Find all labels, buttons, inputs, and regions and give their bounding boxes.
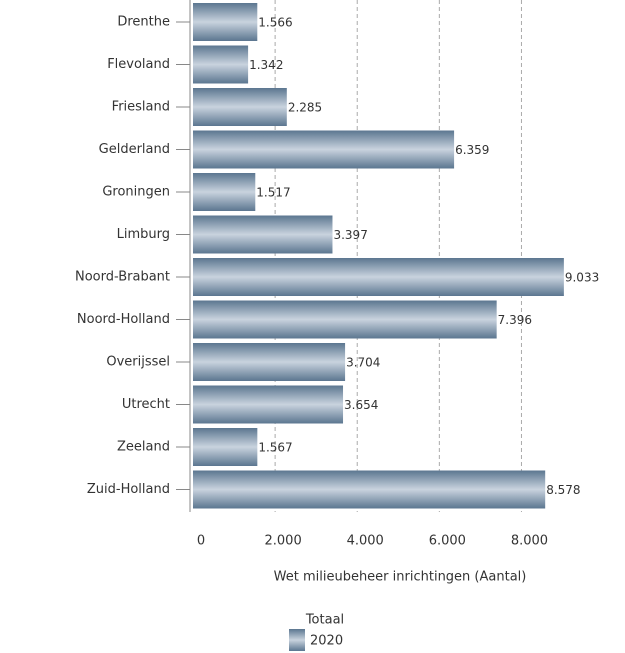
x-tick-label: 6.000 xyxy=(429,534,466,549)
y-tick-label: Zuid-Holland xyxy=(87,482,170,497)
bar xyxy=(193,470,546,509)
bar xyxy=(193,45,249,84)
y-tick-label: Overijssel xyxy=(106,355,170,370)
x-tick-label: 2.000 xyxy=(265,534,302,549)
value-label: 8.578 xyxy=(546,483,580,497)
value-label: 1.517 xyxy=(256,186,290,200)
y-tick-label: Flevoland xyxy=(107,57,170,72)
value-label: 6.359 xyxy=(455,143,489,157)
value-label: 9.033 xyxy=(565,271,599,285)
y-tick-label: Friesland xyxy=(112,100,170,115)
y-tick-label: Gelderland xyxy=(99,142,170,157)
value-label: 3.654 xyxy=(344,398,378,412)
y-tick-label: Utrecht xyxy=(122,397,170,412)
bar xyxy=(193,428,258,466)
value-label: 2.285 xyxy=(288,101,322,115)
y-tick-label: Zeeland xyxy=(117,440,170,455)
x-tick-label: 8.000 xyxy=(511,534,548,549)
bar xyxy=(193,385,344,424)
bar xyxy=(193,300,497,339)
bar xyxy=(193,130,455,169)
value-label: 3.397 xyxy=(333,228,367,242)
legend-label: 2020 xyxy=(310,634,343,649)
x-tick-label: 4.000 xyxy=(347,534,384,549)
bar xyxy=(193,173,256,211)
bar xyxy=(193,215,333,254)
y-tick-label: Groningen xyxy=(102,185,170,200)
y-tick-label: Limburg xyxy=(117,227,170,242)
value-label: 3.704 xyxy=(346,356,380,370)
bar xyxy=(193,88,287,126)
bar xyxy=(193,3,258,41)
x-tick-label: 0 xyxy=(197,534,205,549)
value-label: 1.342 xyxy=(249,58,283,72)
legend-title: Totaal xyxy=(305,613,344,628)
value-label: 1.567 xyxy=(258,441,292,455)
value-label: 1.566 xyxy=(258,16,292,30)
y-tick-label: Noord-Brabant xyxy=(75,270,170,285)
legend-swatch xyxy=(289,629,305,651)
x-axis-label: Wet milieubeheer inrichtingen (Aantal) xyxy=(274,570,527,585)
y-tick-label: Drenthe xyxy=(117,15,170,30)
y-tick-label: Noord-Holland xyxy=(77,312,170,327)
bar xyxy=(193,343,346,381)
value-label: 7.396 xyxy=(498,313,532,327)
bar xyxy=(193,258,564,296)
